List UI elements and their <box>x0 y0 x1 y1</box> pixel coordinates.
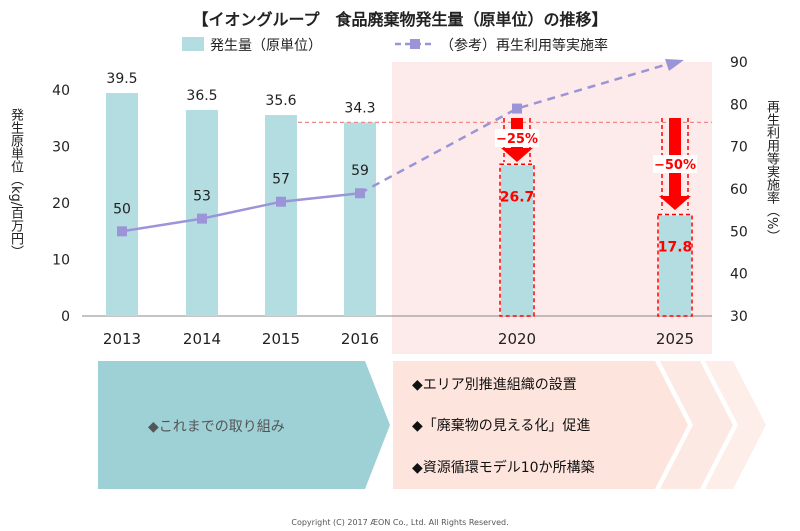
rate-marker-2014 <box>197 213 207 224</box>
rate-value-label-2013: 50 <box>113 201 131 217</box>
right-axis-label: 再生利用等実施率（%） <box>764 100 779 243</box>
copyright-text: Copyright (C) 2017 ÆON Co., Ltd. All Rig… <box>291 518 509 527</box>
right-tick-label-1: 40 <box>730 267 748 283</box>
bar-2016 <box>344 122 376 316</box>
bar-2013 <box>106 93 138 317</box>
right-tick-label-3: 60 <box>730 182 748 198</box>
reduction-label-bg-2025 <box>653 155 697 173</box>
legend-line-marker <box>410 39 420 49</box>
rate-line-arrowhead <box>665 59 684 71</box>
x-tick-label-2025: 2025 <box>656 330 694 348</box>
rate-value-label-2016: 59 <box>351 163 369 179</box>
rate-value-label-2015: 57 <box>272 172 290 188</box>
past-arrow <box>98 361 390 489</box>
rate-line-solid <box>121 191 361 233</box>
bar-2025 <box>659 215 691 316</box>
legend-bar-swatch <box>182 37 204 51</box>
target-period-background <box>392 62 712 354</box>
reduction-label-bg-2020 <box>495 129 539 147</box>
rate-marker-2013 <box>117 226 127 237</box>
bar-value-label-2015: 35.6 <box>265 93 296 109</box>
bar-value-label-2020: 26.7 <box>500 189 535 205</box>
rate-marker-2015 <box>276 196 286 207</box>
right-tick-label-6: 90 <box>730 55 748 71</box>
chart-title: 【イオングループ 食品廃棄物発生量（原単位）の推移】 <box>192 10 608 29</box>
reduction-label-2020: −25% <box>496 132 538 147</box>
bar-value-label-2013: 39.5 <box>106 71 137 87</box>
bar-value-label-2025: 17.8 <box>658 240 693 256</box>
right-tick-label-2: 50 <box>730 224 748 240</box>
rate-value-label-2014: 53 <box>193 189 211 205</box>
target-bar-outline-2025 <box>657 213 693 317</box>
x-tick-label-2016: 2016 <box>341 330 379 348</box>
bar-value-label-2014: 36.5 <box>186 88 217 104</box>
left-tick-label-2: 20 <box>52 196 70 212</box>
left-tick-label-0: 0 <box>61 309 70 325</box>
reduction-label-2025: −50% <box>654 158 696 173</box>
legend-bar-label: 発生量（原単位） <box>210 38 322 54</box>
right-tick-label-4: 70 <box>730 140 748 156</box>
bar-value-label-2016: 34.3 <box>344 100 375 116</box>
left-tick-label-3: 30 <box>52 140 70 156</box>
legend-line-label: （参考）再生利用等実施率 <box>440 37 608 54</box>
target-bar-outline-2020 <box>499 163 535 317</box>
x-tick-label-2015: 2015 <box>262 330 300 348</box>
past-initiatives-label: ◆これまでの取り組み <box>148 419 285 435</box>
future-arrow <box>393 361 688 489</box>
rate-marker-2020 <box>512 103 522 114</box>
initiative-item-2: ◆「廃棄物の見える化」促進 <box>412 418 591 434</box>
future-arrow-chevron-1 <box>660 361 733 489</box>
rate-line-dashed <box>359 60 676 195</box>
initiatives-banner <box>98 361 766 489</box>
bar-2015 <box>265 115 297 317</box>
right-tick-label-0: 30 <box>730 309 748 325</box>
left-tick-label-1: 10 <box>52 253 70 269</box>
left-tick-label-4: 40 <box>52 83 70 99</box>
chart-svg: 0 10 20 30 40 30 40 50 60 70 80 90 39.5 36.5 35.6 34.3 2… <box>52 37 748 354</box>
x-tick-label-2014: 2014 <box>183 330 221 348</box>
initiative-item-3: ◆資源循環モデル10か所構築 <box>412 460 595 476</box>
future-arrow-chevron-2 <box>705 361 766 489</box>
bar-2020 <box>501 165 533 316</box>
bar-2014 <box>186 109 218 316</box>
x-tick-label-2020: 2020 <box>498 330 536 348</box>
right-tick-label-5: 80 <box>730 97 748 113</box>
initiative-item-1: ◆エリア別推進組織の設置 <box>412 377 577 393</box>
x-tick-label-2013: 2013 <box>103 330 141 348</box>
left-axis-label: 発生原単位（kg/百万円） <box>8 108 23 259</box>
rate-marker-2016 <box>355 188 365 199</box>
